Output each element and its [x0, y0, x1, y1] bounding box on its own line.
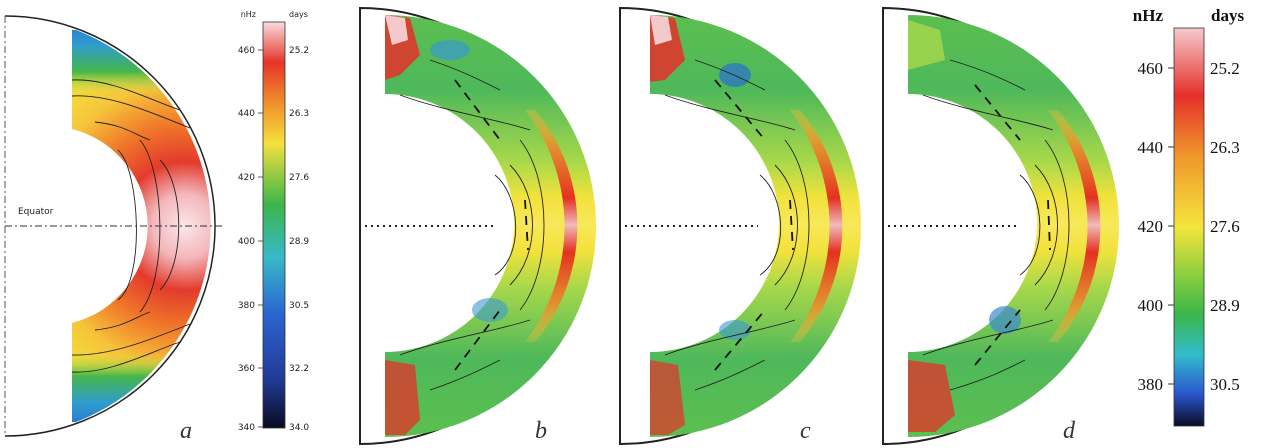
colorbar-large: nHz days 460 440 420 400 380 25.2 26.3 27.6 28.9… [1133, 6, 1244, 427]
panel-label-b: b [535, 418, 547, 444]
panel-b: b [359, 6, 596, 446]
dashes-d [974, 84, 1051, 366]
blue-patch-d1 [989, 306, 1021, 334]
outer-boundary [4, 15, 216, 437]
colorbar-small-days-label: 26.3 [289, 109, 309, 119]
rotation-map-b [385, 15, 596, 437]
colorbar-large-nhz-label: 420 [1138, 217, 1164, 236]
colorbar-small-nhz-header: nHz [241, 10, 256, 19]
colorbar-small-days-label: 25.2 [289, 46, 309, 56]
blue-patch-b2 [472, 298, 508, 322]
colorbar-large-days-header: days [1211, 6, 1244, 25]
dashes-b [454, 79, 529, 371]
colorbar-small-days-header: days [289, 10, 308, 19]
colorbar-large-days-label: 26.3 [1210, 138, 1240, 157]
colorbar-small-nhz-label: 460 [238, 46, 255, 56]
colorbar-large-days-label: 28.9 [1210, 296, 1240, 315]
colorbar-large-days-label: 27.6 [1210, 217, 1240, 236]
colorbar-small-nhz-label: 340 [238, 423, 255, 433]
panel-d: d [882, 6, 1119, 446]
contours-b [399, 59, 545, 391]
contours-c [664, 59, 810, 391]
colorbar-small-bar [262, 21, 286, 429]
panel-label-d: d [1063, 418, 1076, 444]
colorbar-small-nhz-label: 380 [238, 301, 255, 311]
colorbar-large-days-label: 25.2 [1210, 59, 1240, 78]
latitude-shading-a [72, 30, 211, 422]
panel-c: c [619, 6, 861, 446]
colorbar-large-nhz-label: 380 [1138, 375, 1164, 394]
equatorial-band-b [525, 110, 578, 342]
colorbar-large-bar [1173, 27, 1205, 427]
colorbar-small-days-label: 28.9 [289, 237, 309, 247]
colorbar-small-nhz-label: 440 [238, 109, 255, 119]
colorbar-small-days-label: 34.0 [289, 423, 309, 433]
colorbar-small-days-label: 32.2 [289, 364, 309, 374]
colorbar-small-nhz-label: 420 [238, 173, 255, 183]
equatorial-band-c [790, 110, 843, 342]
colorbar-large-days-label: 30.5 [1210, 375, 1240, 394]
panel-label-a: a [180, 418, 192, 444]
colorbar-large-nhz-header: nHz [1133, 6, 1164, 25]
colorbar-large-ticks: 460 440 420 400 380 25.2 26.3 27.6 28.9 30.5 [1138, 59, 1240, 394]
dashes-c [714, 79, 794, 371]
contours-d [922, 59, 1070, 391]
rotation-map-c [650, 15, 861, 437]
colorbar-large-nhz-label: 400 [1138, 296, 1164, 315]
polar-patch-d-south [908, 360, 955, 432]
colorbar-small-nhz-label: 360 [238, 364, 255, 374]
equator-label: Equator [18, 207, 54, 217]
panel-label-c: c [800, 418, 811, 444]
colorbar-small-days-label: 27.6 [289, 173, 309, 183]
colorbar-small-days-label: 30.5 [289, 301, 309, 311]
polar-patch-c-north-core [650, 15, 672, 45]
colorbar-large-nhz-label: 460 [1138, 59, 1164, 78]
polar-patch-b-south [385, 360, 420, 435]
panel-a: Equator a [4, 15, 222, 444]
polar-patch-c-south [650, 360, 685, 435]
colorbar-large-nhz-label: 440 [1138, 138, 1164, 157]
blue-patch-c1 [719, 63, 751, 87]
colorbar-small-ticks: 460 440 420 400 380 360 340 25.2 26.3 27.6 28.9 30.… [238, 46, 310, 433]
rotation-map-d [908, 15, 1119, 437]
polar-patch-b-north-core [385, 15, 408, 45]
equatorial-band-d [1048, 110, 1101, 342]
colorbar-small: nHz days 460 440 420 400 380 360 340 25.2 26.3 27… [238, 10, 310, 433]
colorbar-small-nhz-label: 400 [238, 237, 255, 247]
polar-patch-d-north [908, 20, 945, 70]
contours-a [71, 79, 191, 373]
blue-patch-b1 [430, 40, 470, 60]
blue-patch-c2 [719, 320, 751, 340]
